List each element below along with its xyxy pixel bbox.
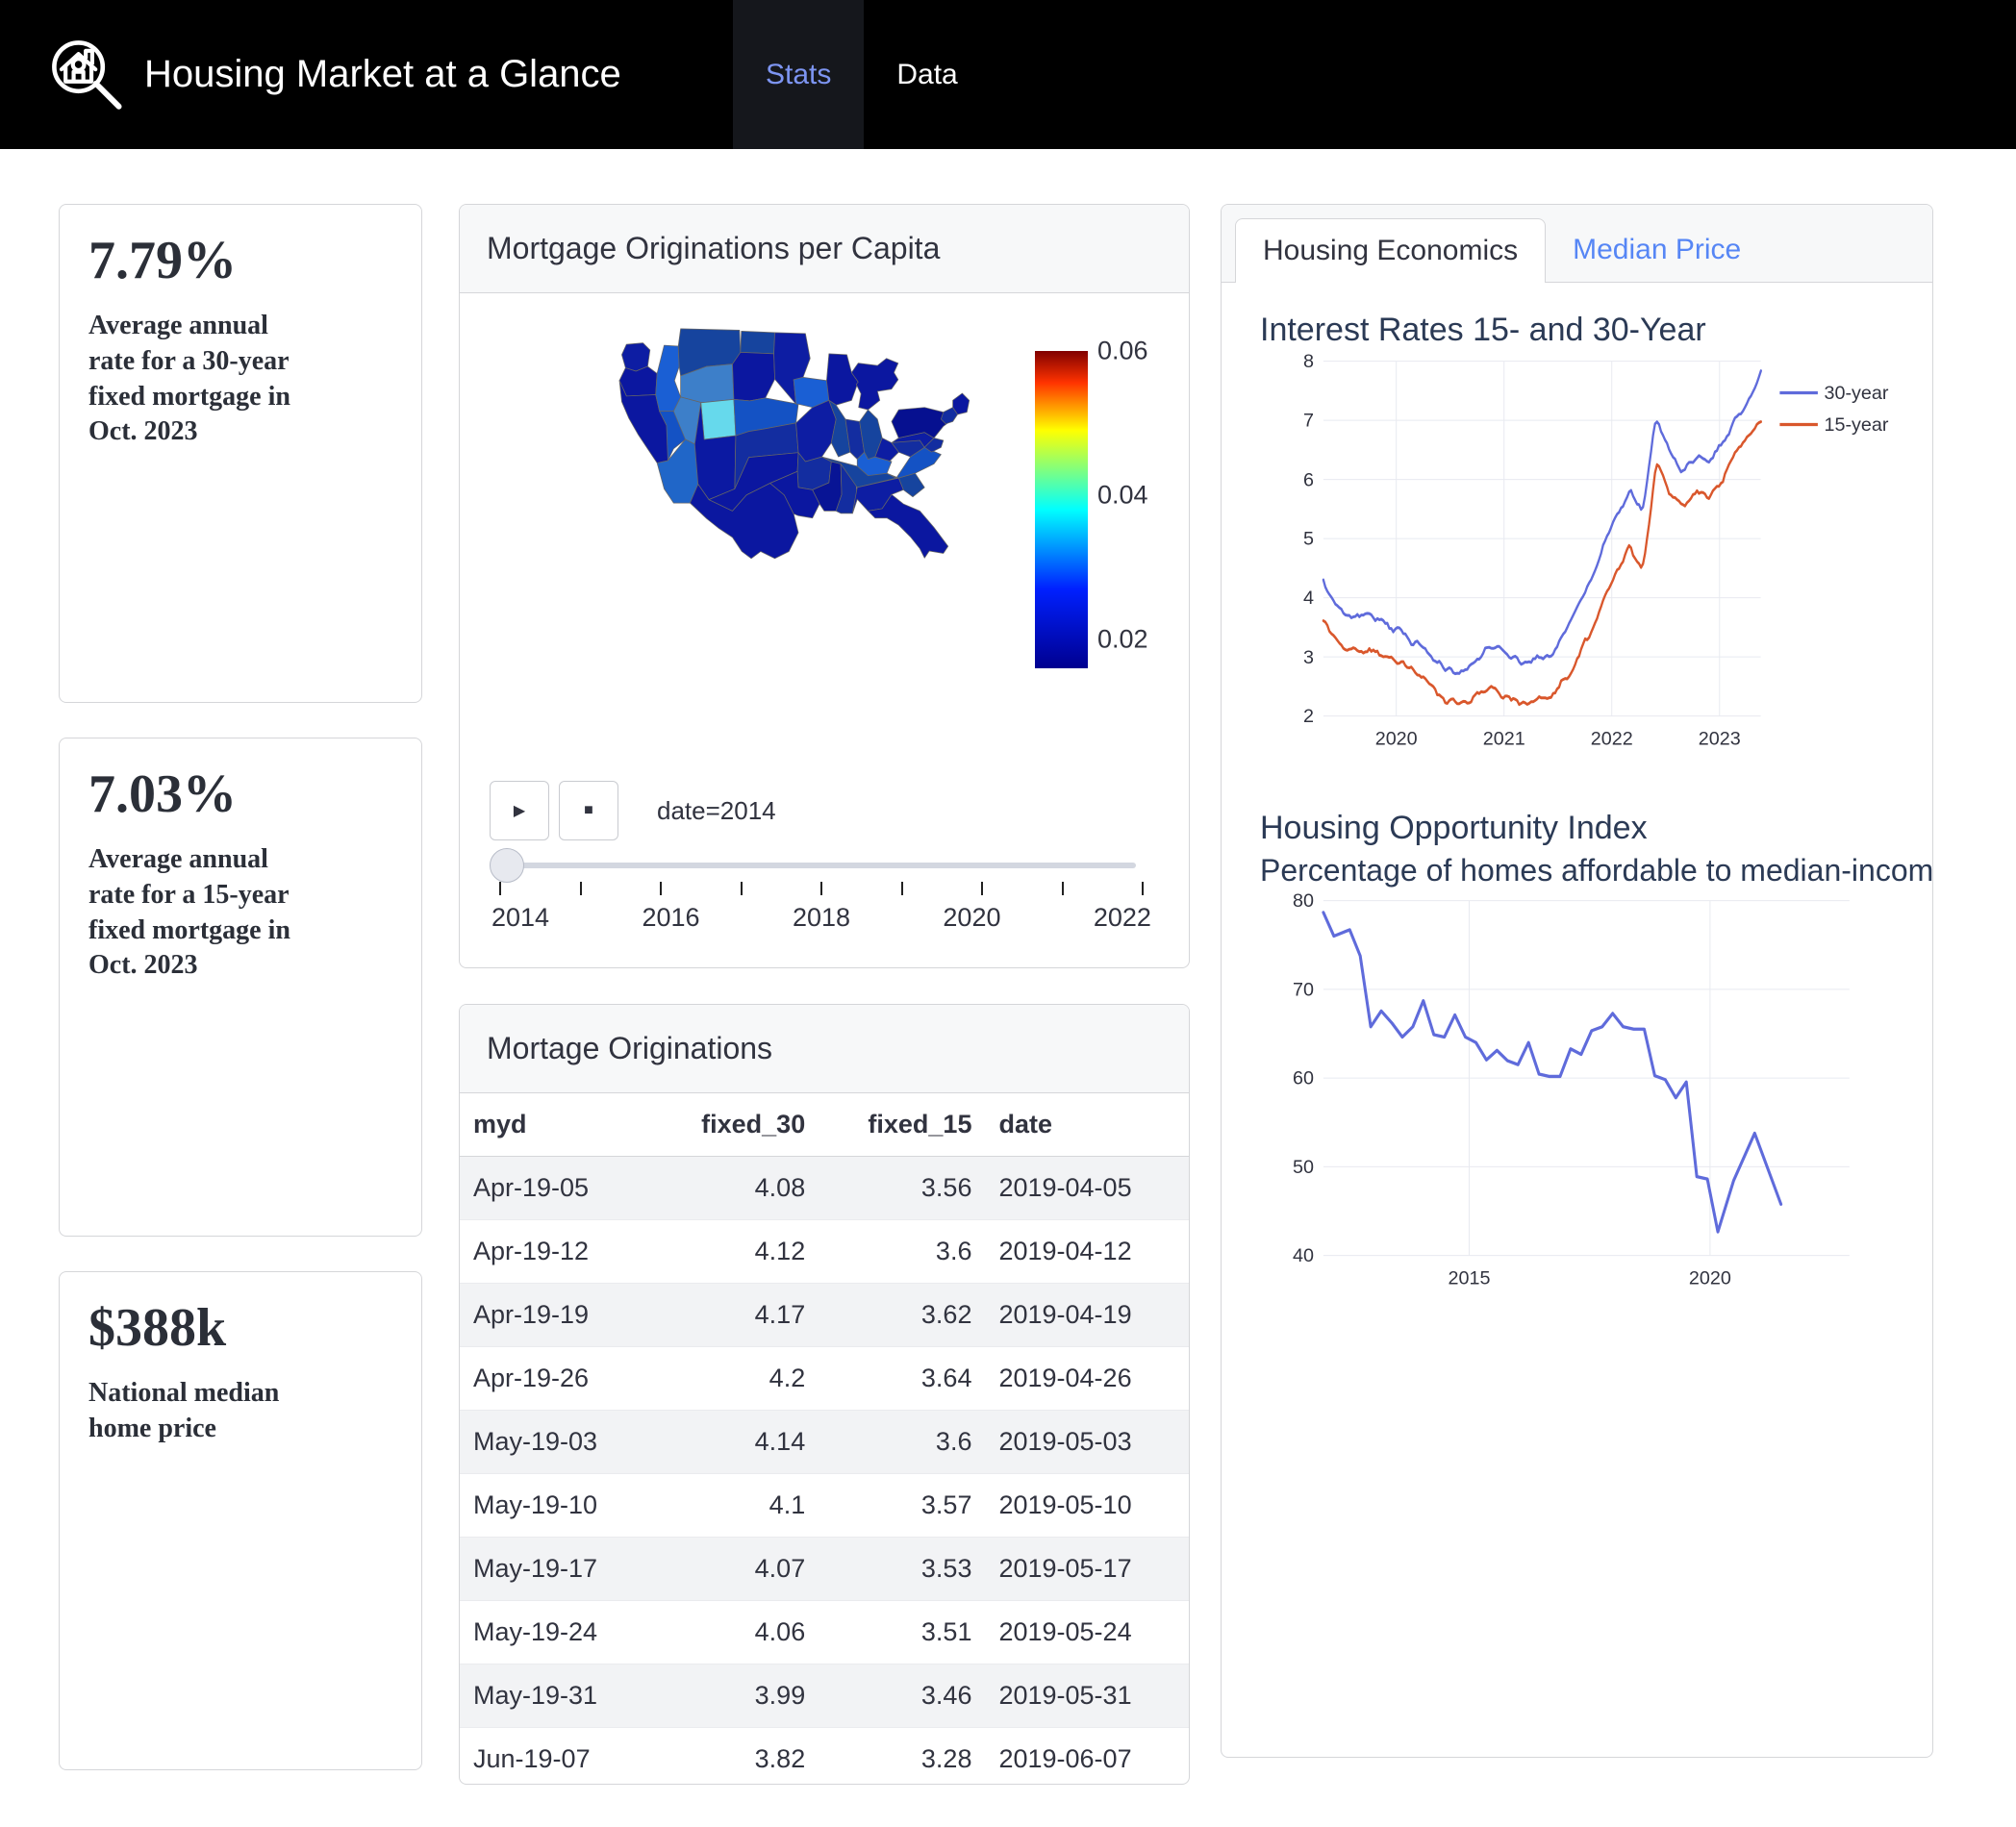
svg-text:2022: 2022 <box>1591 728 1633 749</box>
svg-text:2: 2 <box>1303 706 1314 727</box>
svg-text:4: 4 <box>1303 588 1314 609</box>
svg-text:2020: 2020 <box>1375 728 1418 749</box>
svg-text:8: 8 <box>1303 351 1314 372</box>
svg-text:80: 80 <box>1293 890 1314 912</box>
svg-text:2021: 2021 <box>1483 728 1525 749</box>
svg-text:2015: 2015 <box>1449 1267 1491 1289</box>
svg-text:50: 50 <box>1293 1157 1314 1178</box>
svg-text:3: 3 <box>1303 647 1314 668</box>
svg-text:15-year: 15-year <box>1825 414 1889 436</box>
svg-text:60: 60 <box>1293 1068 1314 1089</box>
svg-text:5: 5 <box>1303 529 1314 550</box>
svg-text:30-year: 30-year <box>1825 383 1889 404</box>
svg-text:2020: 2020 <box>1689 1267 1731 1289</box>
svg-text:70: 70 <box>1293 980 1314 1001</box>
svg-text:2023: 2023 <box>1699 728 1741 749</box>
svg-text:7: 7 <box>1303 410 1314 431</box>
svg-text:40: 40 <box>1293 1245 1314 1266</box>
svg-text:6: 6 <box>1303 469 1314 490</box>
